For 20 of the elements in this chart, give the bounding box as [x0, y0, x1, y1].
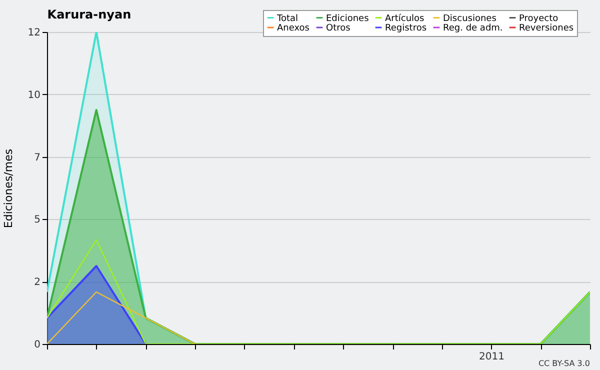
legend-label: Otros: [326, 24, 351, 34]
y-tick-label: 12: [28, 28, 40, 38]
legend-label: Discusiones: [443, 14, 497, 24]
legend-label: Artículos: [385, 12, 425, 24]
legend-label: Total: [276, 14, 298, 24]
legend-label: Proyecto: [519, 14, 559, 24]
legend-label: Reversiones: [519, 24, 574, 34]
legend-label: Reg. de adm.: [443, 24, 503, 34]
y-tick-label: 0: [34, 340, 40, 350]
text: CC BY-SA 3.0: [538, 359, 590, 368]
y-tick-label: 10: [28, 90, 40, 101]
legend-label: Anexos: [277, 24, 310, 34]
chart-title: Karura-nyan: [47, 8, 132, 22]
x-tick-label: 2011: [479, 352, 504, 362]
y-axis-title: Ediciones/mes: [2, 148, 15, 228]
y-tick-label: 7: [34, 152, 40, 164]
y-tick-label: 2: [34, 277, 40, 288]
y-tick-label: 5: [34, 214, 40, 226]
legend-label: Ediciones: [326, 14, 370, 24]
legend-label: Registros: [385, 24, 427, 34]
